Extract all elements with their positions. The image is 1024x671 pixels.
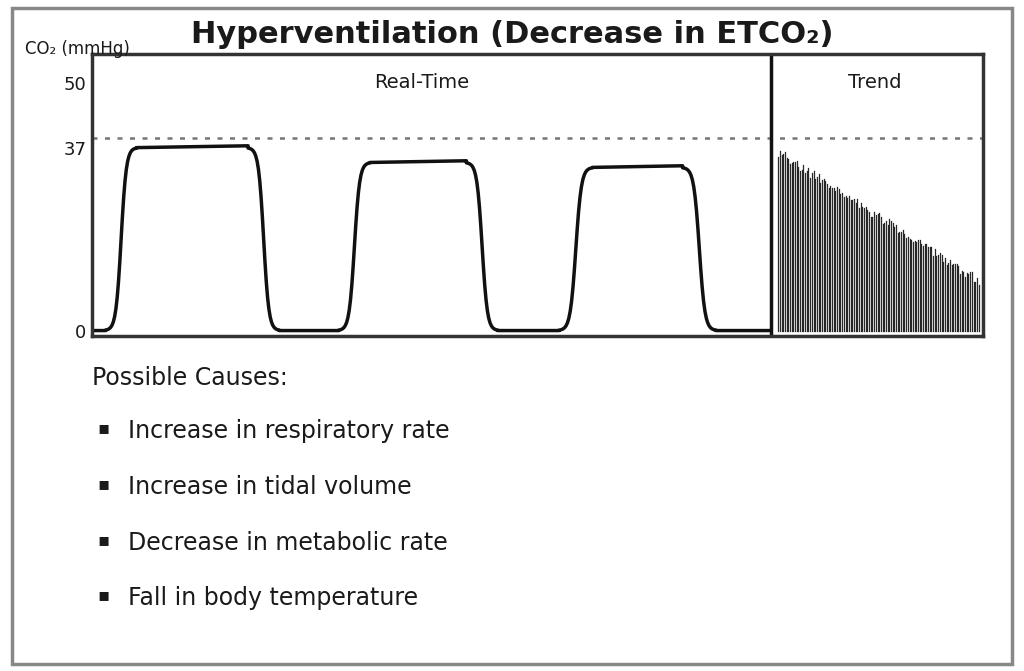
Text: ▪: ▪	[97, 475, 110, 493]
Text: Fall in body temperature: Fall in body temperature	[128, 586, 418, 611]
Text: Trend: Trend	[848, 73, 901, 93]
Text: CO₂ (mmHg): CO₂ (mmHg)	[26, 40, 130, 58]
Text: ▪: ▪	[97, 531, 110, 549]
Text: Increase in tidal volume: Increase in tidal volume	[128, 475, 412, 499]
Text: ▪: ▪	[97, 586, 110, 605]
Text: Real-Time: Real-Time	[374, 73, 469, 93]
Text: Increase in respiratory rate: Increase in respiratory rate	[128, 419, 450, 444]
Text: Hyperventilation (Decrease in ETCO₂): Hyperventilation (Decrease in ETCO₂)	[190, 20, 834, 49]
Text: ▪: ▪	[97, 419, 110, 437]
Text: Decrease in metabolic rate: Decrease in metabolic rate	[128, 531, 447, 555]
Text: Possible Causes:: Possible Causes:	[92, 366, 288, 390]
